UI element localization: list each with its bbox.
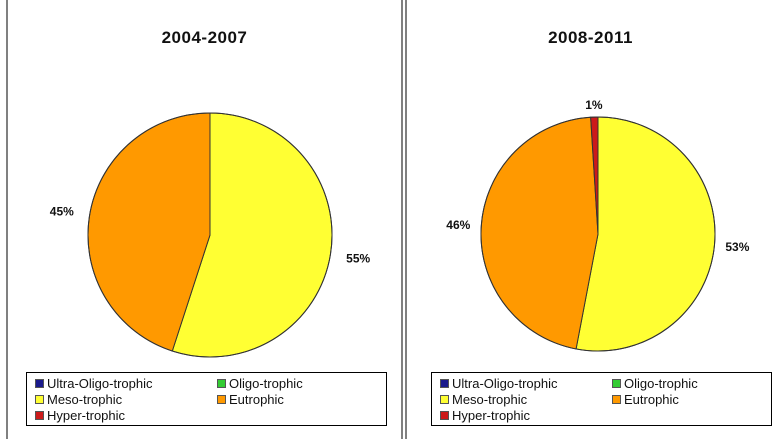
legend-label: Oligo-trophic: [229, 376, 303, 391]
pie-outline: [87, 112, 333, 358]
data-label-eutrophic: 46%: [446, 218, 470, 232]
legend-swatch: [440, 395, 449, 404]
chart-title: 2004-2007: [161, 28, 248, 47]
chart-panel-2004-2007: 2004-2007 55% 45% Ultra-Oligo-trophic Oli…: [6, 0, 403, 439]
chart-panel-2008-2011: 2008-2011 53% 46% 1% Ultra-Oligo-trophic O…: [405, 0, 774, 439]
pie-chart-2004-2007: 55% 45%: [50, 112, 371, 358]
legend-swatch: [440, 379, 449, 388]
legend-item-meso-trophic: Meso-trophic: [35, 392, 122, 407]
legend-label: Oligo-trophic: [624, 376, 698, 391]
pie-outline: [480, 116, 716, 352]
legend-item-hyper-trophic: Hyper-trophic: [35, 408, 125, 423]
legend-label: Ultra-Oligo-trophic: [452, 376, 558, 391]
legend-label: Meso-trophic: [452, 392, 528, 407]
data-label-hyper-trophic: 1%: [585, 98, 603, 112]
legend-label: Eutrophic: [229, 392, 284, 407]
legend-label: Ultra-Oligo-trophic: [47, 376, 153, 391]
legend-item-oligo-trophic: Oligo-trophic: [612, 376, 698, 391]
legend-swatch: [612, 395, 621, 404]
legend-label: Meso-trophic: [47, 392, 123, 407]
chart-legend: Ultra-Oligo-trophic Oligo-trophic Meso-t…: [26, 372, 387, 426]
chart-title: 2008-2011: [548, 28, 633, 47]
legend-label: Hyper-trophic: [47, 408, 126, 423]
legend-item-ultra-oligo-trophic: Ultra-Oligo-trophic: [35, 376, 152, 391]
legend-swatch: [35, 379, 44, 388]
legend-swatch: [217, 395, 226, 404]
legend-item-meso-trophic: Meso-trophic: [440, 392, 527, 407]
pie-chart-2008-2011: 53% 46% 1%: [446, 98, 750, 352]
legend-item-oligo-trophic: Oligo-trophic: [217, 376, 303, 391]
legend-swatch: [440, 411, 449, 420]
pie-slice-eutrophic: [480, 116, 599, 350]
legend-swatch: [35, 411, 44, 420]
legend-item-hyper-trophic: Hyper-trophic: [440, 408, 530, 423]
legend-item-eutrophic: Eutrophic: [217, 392, 284, 407]
data-label-meso-trophic: 53%: [725, 240, 749, 254]
data-label-eutrophic: 45%: [50, 205, 74, 219]
chart-legend: Ultra-Oligo-trophic Oligo-trophic Meso-t…: [431, 372, 772, 426]
legend-swatch: [35, 395, 44, 404]
legend-item-ultra-oligo-trophic: Ultra-Oligo-trophic: [440, 376, 557, 391]
data-label-meso-trophic: 55%: [346, 252, 370, 266]
legend-item-eutrophic: Eutrophic: [612, 392, 679, 407]
legend-label: Hyper-trophic: [452, 408, 531, 423]
legend-swatch: [612, 379, 621, 388]
legend-swatch: [217, 379, 226, 388]
legend-label: Eutrophic: [624, 392, 679, 407]
